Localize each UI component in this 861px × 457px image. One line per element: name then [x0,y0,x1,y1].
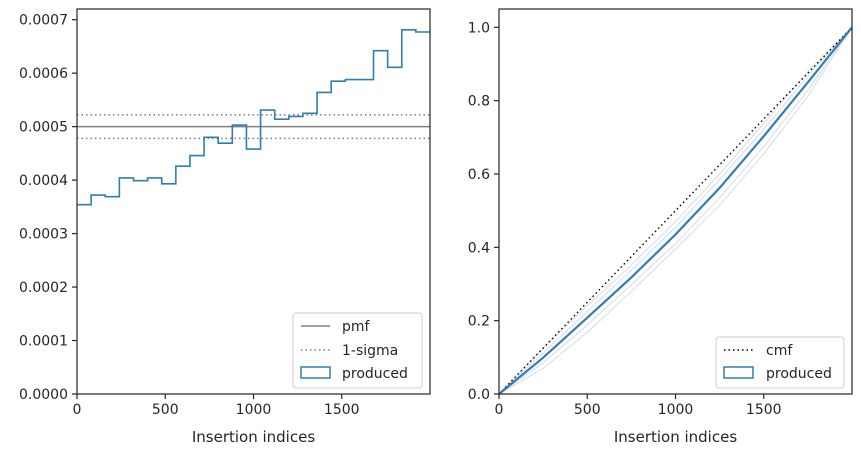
legend-produced-swatch-right [723,366,754,379]
left-ytick-label: 0.0005 [19,120,68,136]
left-ytick-label: 0.0003 [19,227,68,243]
legend-produced-swatch [300,366,331,379]
left-ytick-label: 0.0006 [19,66,68,82]
left-xtick-label: 500 [152,402,179,418]
cmf-line [498,26,853,395]
right-xtick-label: 1000 [658,402,694,418]
cmf-band-line [498,26,853,395]
cmf-band-line [498,27,853,395]
right-ytick-label: 0.0 [468,387,490,403]
legend-sigma-label: 1-sigma [342,343,398,359]
legend-pmf-label: pmf [342,319,371,335]
right-ytick-label: 0.2 [468,314,490,330]
legend-cmf-label: cmf [766,343,793,359]
left-ytick-label: 0.0001 [19,334,68,350]
produced-line [498,26,853,395]
left-xtick-label: 1000 [236,402,272,418]
left-ytick-label: 0.0002 [19,280,68,296]
left-xtick-label: 1500 [324,402,360,418]
right-legend: cmf produced [715,336,845,389]
left-ytick-label: 0.0004 [19,173,68,189]
right-xtick-label: 500 [574,402,601,418]
right-xlabel: Insertion indices [614,428,737,446]
right-ytick-label: 0.4 [468,240,490,256]
left-legend-box [292,312,423,389]
left-legend: pmf 1-sigma produced [292,312,423,389]
left-plot-frame [76,8,431,395]
left-xlabel: Insertion indices [192,428,315,446]
right-xtick-label: 1500 [746,402,782,418]
right-chart: 0 500 1000 1500 0.0 0.2 0.4 0.6 0.8 1.0 Insertion… [468,8,853,446]
right-xtick-label: 0 [495,402,504,418]
right-ytick-label: 1.0 [468,20,490,36]
left-ytick-label: 0.0007 [19,13,68,29]
right-plot-frame [498,8,853,395]
left-ytick-label: 0.0000 [19,387,68,403]
legend-produced-label: produced [342,366,408,382]
right-ytick-label: 0.6 [468,167,490,183]
left-xtick-label: 0 [73,402,82,418]
produced-step [77,29,430,206]
cmf-band-line [498,27,853,395]
left-chart: 0 500 1000 1500 0.0000 0.0001 0.0002 0.0003 0.00… [19,8,431,446]
legend-produced-label-right: produced [766,366,832,382]
right-ytick-label: 0.8 [468,94,490,110]
